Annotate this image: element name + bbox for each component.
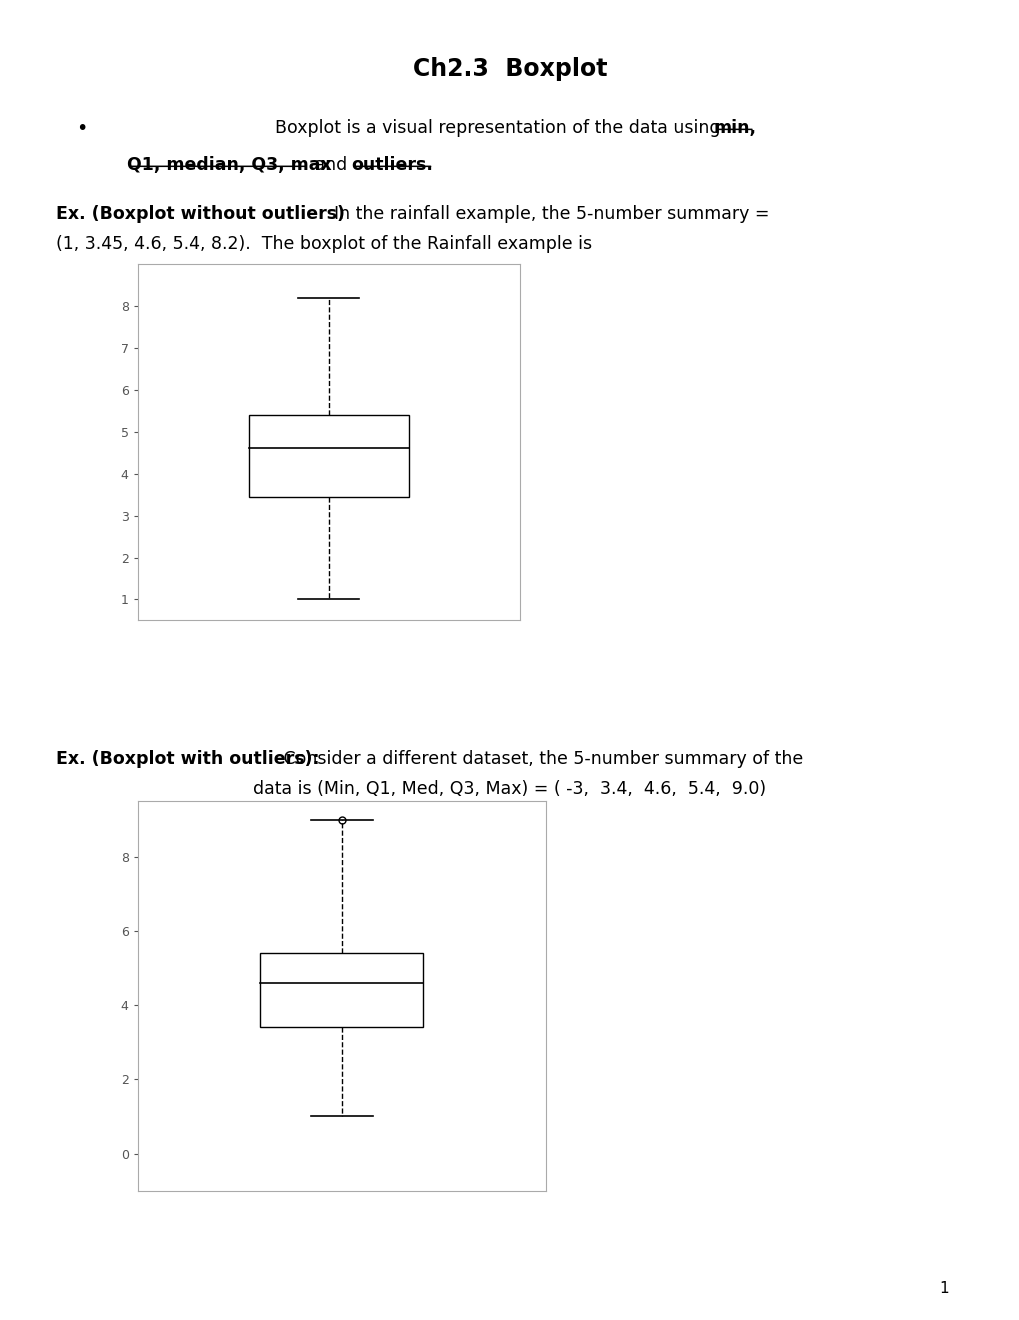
- Text: •: •: [76, 119, 88, 137]
- Text: 1: 1: [938, 1282, 948, 1296]
- Text: min,: min,: [713, 119, 756, 137]
- Text: outliers.: outliers.: [351, 156, 432, 174]
- Text: Q1, median, Q3, max: Q1, median, Q3, max: [127, 156, 332, 174]
- Text: Consider a different dataset, the 5-number summary of the: Consider a different dataset, the 5-numb…: [278, 750, 803, 768]
- Text: and: and: [309, 156, 353, 174]
- Text: (1, 3.45, 4.6, 5.4, 8.2).  The boxplot of the Rainfall example is: (1, 3.45, 4.6, 5.4, 8.2). The boxplot of…: [56, 235, 592, 253]
- Text: Ex. (Boxplot with outliers):: Ex. (Boxplot with outliers):: [56, 750, 319, 768]
- Text: Ch2.3  Boxplot: Ch2.3 Boxplot: [413, 57, 606, 81]
- Bar: [249, 414, 409, 496]
- Text: Ex. (Boxplot without outliers): Ex. (Boxplot without outliers): [56, 205, 344, 223]
- Text: Boxplot is a visual representation of the data using: Boxplot is a visual representation of th…: [275, 119, 726, 137]
- Bar: [260, 953, 423, 1027]
- Text: In the rainfall example, the 5-number summary =: In the rainfall example, the 5-number su…: [323, 205, 769, 223]
- Text: data is (Min, Q1, Med, Q3, Max) = ( -3,  3.4,  4.6,  5.4,  9.0): data is (Min, Q1, Med, Q3, Max) = ( -3, …: [253, 780, 766, 799]
